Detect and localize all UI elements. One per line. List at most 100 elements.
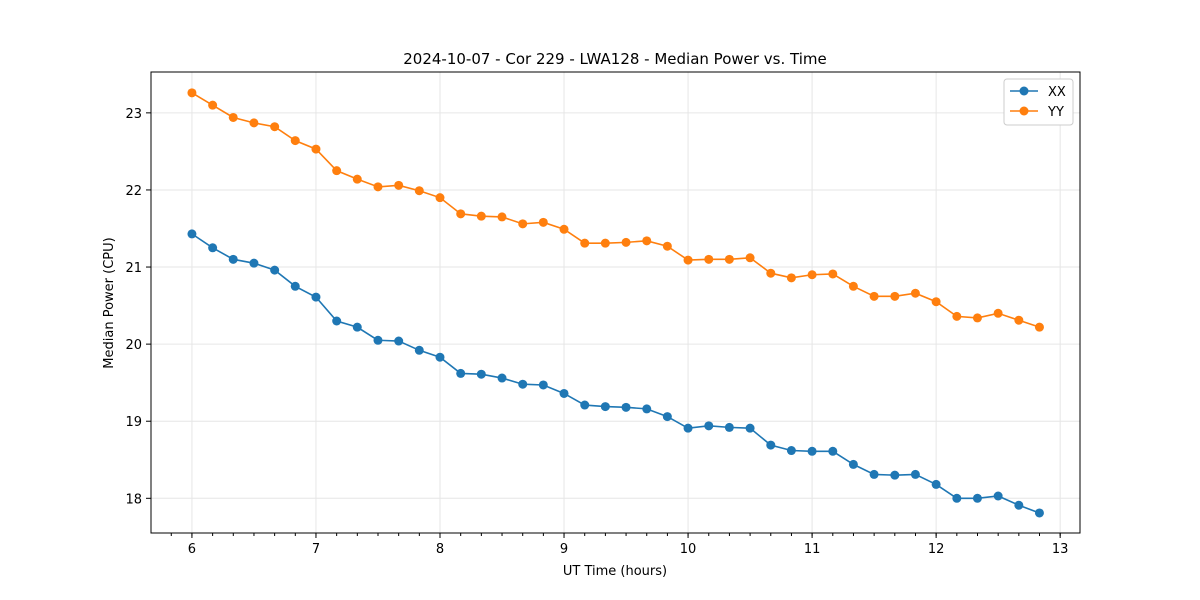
data-point-xx <box>724 422 734 432</box>
data-point-yy <box>332 166 342 176</box>
legend-label-xx: XX <box>1048 85 1066 100</box>
legend: XX YY <box>1003 78 1074 126</box>
data-point-xx <box>373 335 383 345</box>
data-point-yy <box>394 180 404 190</box>
data-point-xx <box>332 316 342 326</box>
data-point-yy <box>228 112 238 122</box>
data-point-yy <box>662 241 672 251</box>
data-point-yy <box>724 254 734 264</box>
y-tick-label: 22 <box>125 184 142 199</box>
data-point-yy <box>993 308 1003 318</box>
data-point-yy <box>476 211 486 221</box>
x-tick-label: 13 <box>1052 542 1069 557</box>
legend-label-yy: YY <box>1047 105 1064 120</box>
data-point-xx <box>910 469 920 479</box>
data-point-yy <box>290 136 300 146</box>
data-point-yy <box>538 217 548 227</box>
data-point-yy <box>621 237 631 247</box>
data-point-yy <box>497 212 507 222</box>
data-point-yy <box>642 236 652 246</box>
data-point-yy <box>952 311 962 321</box>
data-point-xx <box>394 336 404 346</box>
y-tick-label: 19 <box>125 415 142 430</box>
data-point-yy <box>972 313 982 323</box>
chart-title: 2024-10-07 - Cor 229 - LWA128 - Median P… <box>403 50 827 68</box>
series-group <box>187 88 1044 518</box>
y-tick-label: 18 <box>125 492 142 507</box>
data-point-yy <box>869 291 879 301</box>
data-point-xx <box>476 369 486 379</box>
data-point-yy <box>828 269 838 279</box>
x-tick-label: 7 <box>312 542 320 557</box>
data-point-xx <box>352 322 362 332</box>
data-point-yy <box>270 122 280 132</box>
data-point-xx <box>662 412 672 422</box>
data-point-xx <box>559 388 569 398</box>
data-point-xx <box>311 292 321 302</box>
legend-marker-yy <box>1019 106 1029 116</box>
data-point-yy <box>414 186 424 196</box>
data-point-yy <box>766 268 776 278</box>
data-point-xx <box>766 440 776 450</box>
data-point-yy <box>1034 322 1044 332</box>
x-tick-label: 9 <box>560 542 568 557</box>
data-point-xx <box>1014 500 1024 510</box>
data-point-xx <box>290 281 300 291</box>
data-point-yy <box>559 224 569 234</box>
data-point-xx <box>270 265 280 275</box>
data-point-xx <box>869 469 879 479</box>
data-point-yy <box>187 88 197 98</box>
data-point-xx <box>1034 508 1044 518</box>
data-point-yy <box>910 288 920 298</box>
y-tick-label: 23 <box>125 107 142 122</box>
data-point-xx <box>828 446 838 456</box>
data-point-yy <box>807 270 817 280</box>
data-point-yy <box>311 144 321 154</box>
data-point-xx <box>228 254 238 264</box>
x-axis-label: UT Time (hours) <box>563 564 667 579</box>
data-point-xx <box>249 258 259 268</box>
data-point-xx <box>600 402 610 412</box>
data-point-yy <box>456 209 466 219</box>
y-tick-label: 20 <box>125 338 142 353</box>
data-point-yy <box>600 238 610 248</box>
data-point-xx <box>518 379 528 389</box>
data-point-xx <box>435 352 445 362</box>
series-line-xx <box>191 233 1040 514</box>
data-point-xx <box>952 493 962 503</box>
legend-marker-xx <box>1019 86 1029 96</box>
data-point-yy <box>518 219 528 229</box>
data-point-yy <box>745 253 755 263</box>
data-point-xx <box>993 491 1003 501</box>
data-point-yy <box>208 100 218 110</box>
data-point-yy <box>249 118 259 128</box>
data-point-yy <box>683 255 693 265</box>
data-point-xx <box>456 368 466 378</box>
data-point-xx <box>848 459 858 469</box>
data-point-xx <box>972 493 982 503</box>
y-axis-label: Median Power (CPU) <box>102 237 117 368</box>
data-point-xx <box>786 446 796 456</box>
data-point-yy <box>1014 315 1024 325</box>
y-tick-label: 21 <box>125 261 142 276</box>
data-point-xx <box>187 229 197 239</box>
data-point-yy <box>890 291 900 301</box>
axes-frame <box>150 71 1081 534</box>
data-point-xx <box>497 373 507 383</box>
data-point-xx <box>538 380 548 390</box>
data-point-yy <box>373 182 383 192</box>
data-point-yy <box>931 297 941 307</box>
data-point-yy <box>352 174 362 184</box>
data-point-xx <box>931 479 941 489</box>
data-point-yy <box>580 238 590 248</box>
x-tick-label: 6 <box>188 542 196 557</box>
data-point-xx <box>807 446 817 456</box>
data-point-xx <box>745 423 755 433</box>
data-point-yy <box>704 254 714 264</box>
data-point-xx <box>621 402 631 412</box>
data-point-yy <box>848 281 858 291</box>
data-point-xx <box>580 400 590 410</box>
data-point-xx <box>890 470 900 480</box>
x-tick-label: 10 <box>680 542 697 557</box>
